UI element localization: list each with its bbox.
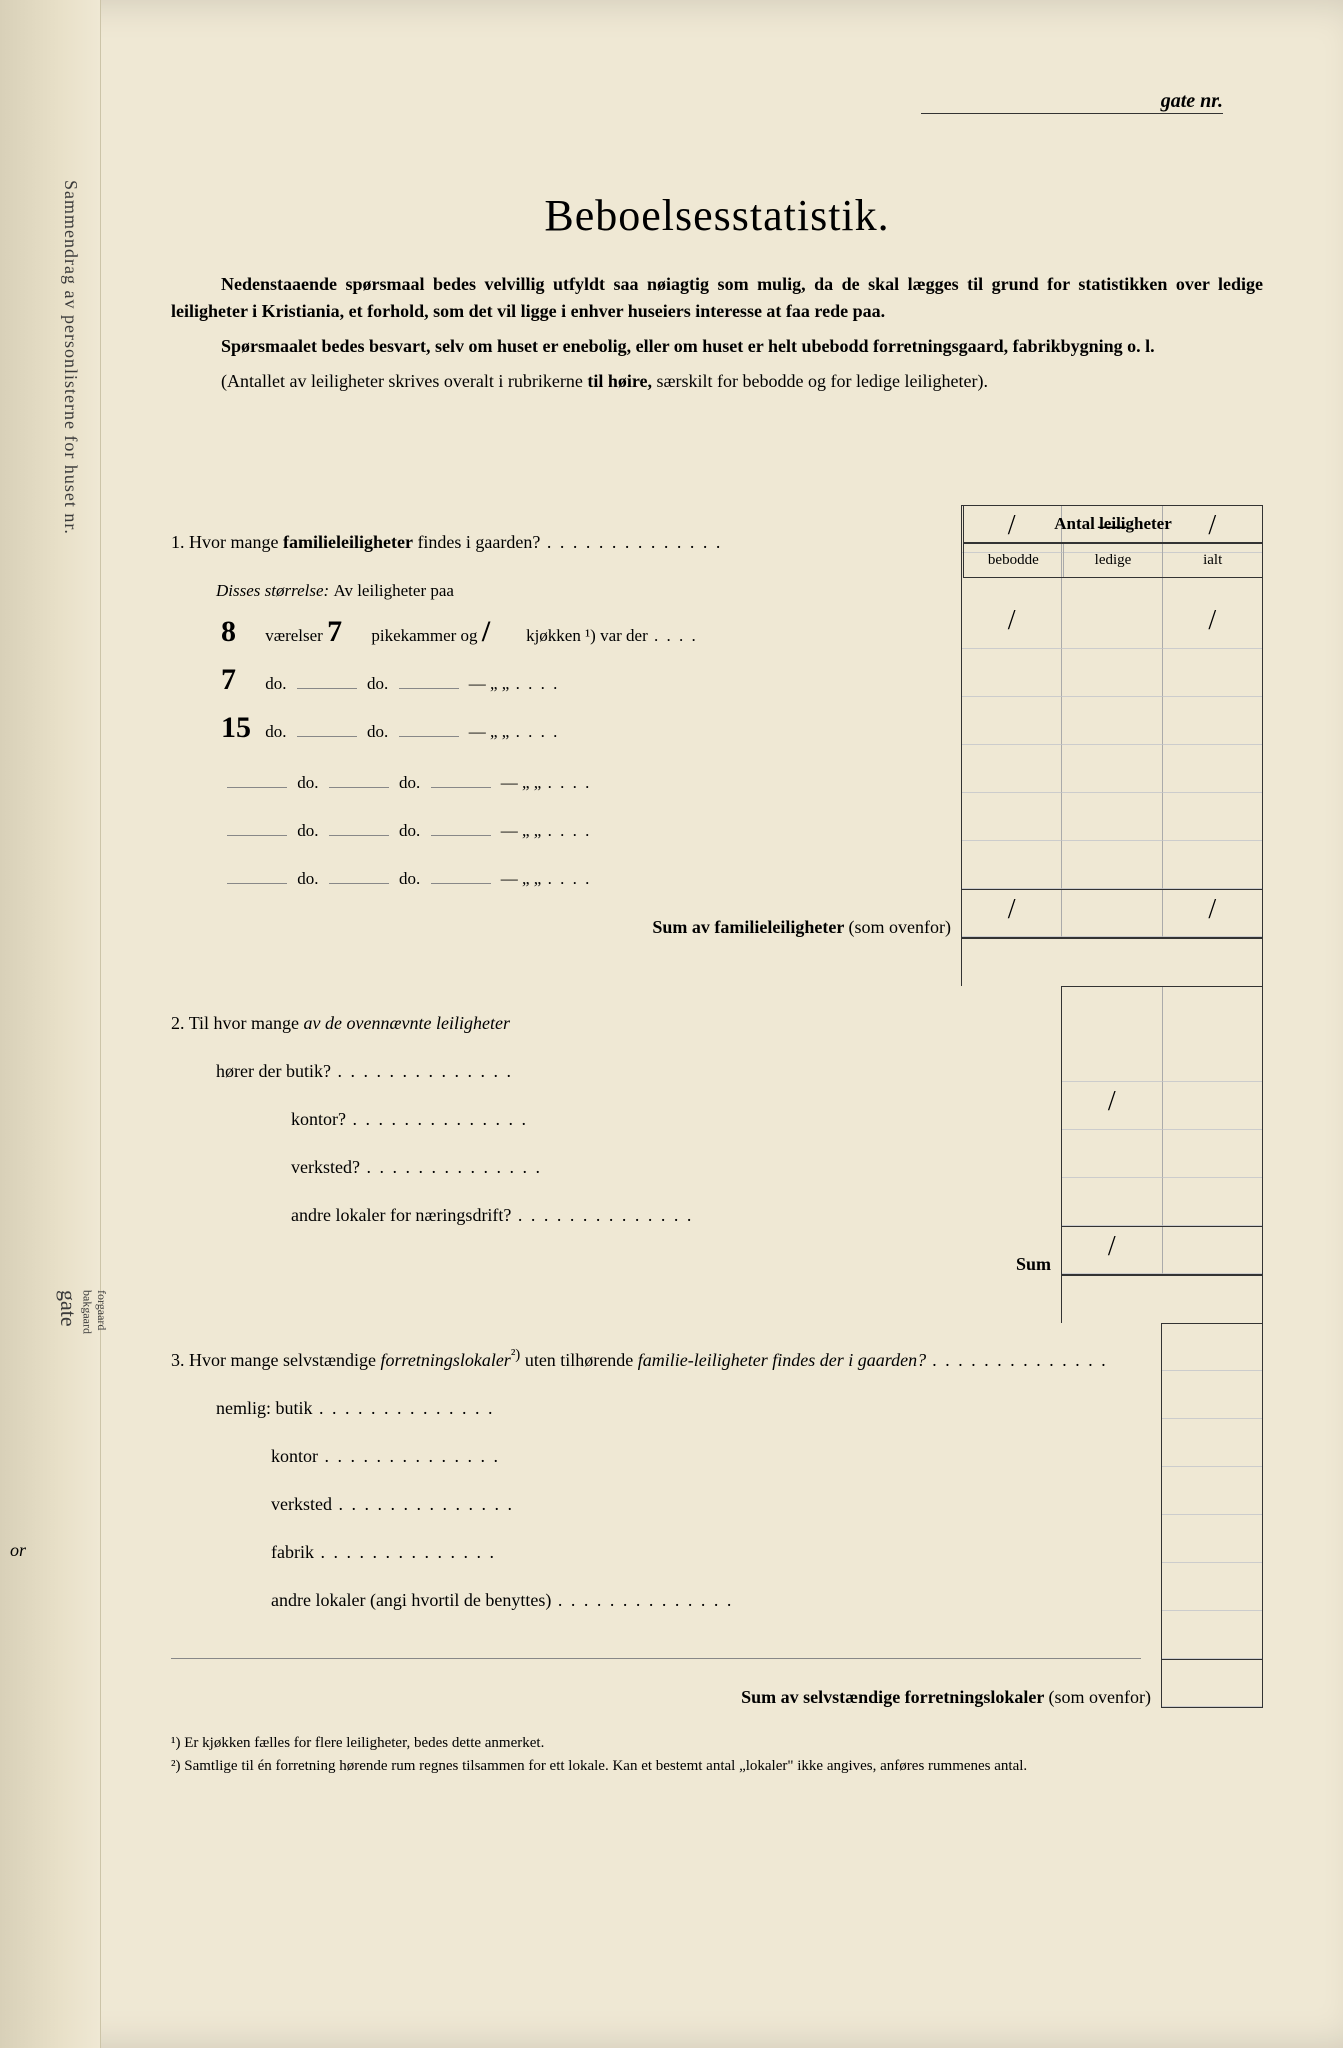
q3-blank	[171, 1611, 1263, 1659]
intro-p1: Nedenstaaende spørsmaal bedes velvillig …	[171, 274, 1263, 321]
room-row-4: do. do. — „ „	[171, 793, 1263, 841]
footnotes: ¹) Er kjøkken fælles for flere leilighet…	[171, 1732, 1263, 1777]
q2-line-0: hører der butik?	[171, 1034, 1263, 1082]
q2-line-3: andre lokaler for næringsdrift?	[171, 1178, 1263, 1226]
room-row-5: do. do. — „ „	[171, 841, 1263, 889]
q3-line-3: fabrik	[171, 1515, 1263, 1563]
spine-bakgaard: bakgaard	[80, 1290, 94, 1334]
questions-table: Antal leiligheter bebodde ledige ialt 1.…	[171, 505, 1263, 1708]
document-page: Sammendrag av personlisterne for huset n…	[0, 0, 1343, 2048]
form-content: gate nr. Beboelsesstatistik. Nedenstaaen…	[101, 0, 1343, 2048]
col-ialt: ialt	[1163, 544, 1262, 577]
q3-line-1: kontor	[171, 1419, 1263, 1467]
q2-line-2: verksted?	[171, 1130, 1263, 1178]
footnote-2: ²) Samtlige til én forretning hørende ru…	[171, 1755, 1263, 1778]
page-title: Beboelsesstatistik.	[171, 190, 1263, 241]
q2-line-1: kontor? /	[171, 1082, 1263, 1130]
q3-line-0: nemlig: butik	[171, 1371, 1263, 1419]
spine-summary-text: Sammendrag av personlisterne for huset n…	[60, 180, 81, 535]
footnote-1: ¹) Er kjøkken fælles for flere leilighet…	[171, 1732, 1263, 1755]
intro-p2: Spørsmaalet bedes besvart, selv om huset…	[221, 336, 1155, 356]
questions-list: 1. Hvor mange familieleiligheter findes …	[171, 505, 1263, 1708]
gate-nr-field: gate nr.	[921, 90, 1223, 114]
col-ledige: ledige	[1064, 544, 1164, 577]
spine-gate-label: gate	[55, 1290, 81, 1327]
q2-sum: Sum /	[171, 1226, 1263, 1275]
q3-line-4: andre lokaler (angi hvortil de benyttes)	[171, 1563, 1263, 1611]
q3-sum: Sum av selvstændige forretningslokaler (…	[171, 1659, 1263, 1708]
room-row-1: 7 do. do. — „ „	[171, 649, 1263, 697]
col-title: Antal leiligheter	[963, 505, 1263, 544]
col-subheaders: bebodde ledige ialt	[963, 544, 1263, 578]
book-spine: Sammendrag av personlisterne for huset n…	[0, 0, 101, 2048]
spine-por: or	[10, 1540, 26, 1561]
room-row-2: 15 do. do. — „ „	[171, 697, 1263, 745]
q3-line-2: verksted	[171, 1467, 1263, 1515]
room-row-0: 8 værelser 7 pikekammer og / kjøkken ¹) …	[171, 601, 1263, 649]
column-header-block: Antal leiligheter bebodde ledige ialt	[963, 505, 1263, 578]
gap-1	[171, 938, 1263, 986]
room-row-3: do. do. — „ „	[171, 745, 1263, 793]
q1-sum: Sum av familieleiligheter (som ovenfor) …	[171, 889, 1263, 938]
q2-header: 2. Til hvor mange av de ovennævnte leili…	[171, 986, 1263, 1034]
intro-paragraph-1: Nedenstaaende spørsmaal bedes velvillig …	[171, 271, 1263, 325]
intro-paragraph-3: (Antallet av leiligheter skrives overalt…	[171, 368, 1263, 395]
gap-2	[171, 1275, 1263, 1323]
intro-paragraph-2: Spørsmaalet bedes besvart, selv om huset…	[171, 333, 1263, 360]
col-bebodde: bebodde	[964, 544, 1064, 577]
q3-header: 3. Hvor mange selvstændige forretningslo…	[171, 1323, 1263, 1371]
